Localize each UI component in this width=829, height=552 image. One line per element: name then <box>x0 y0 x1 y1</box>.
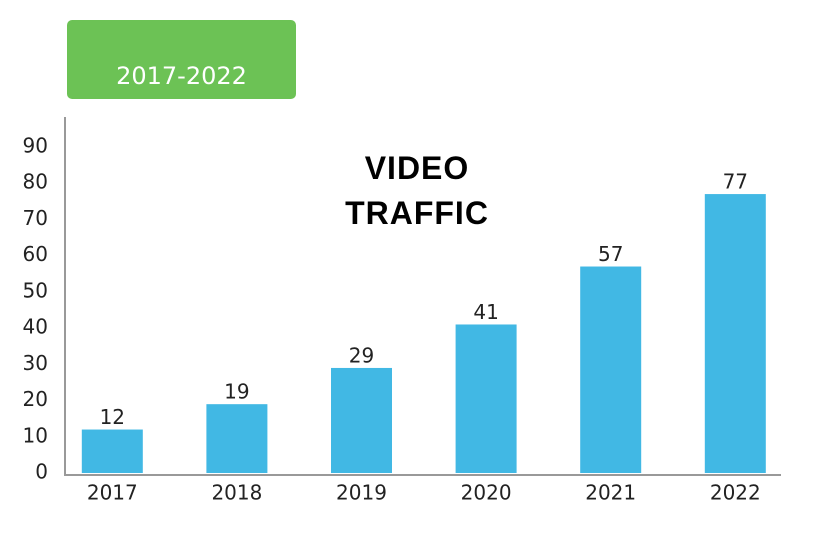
value-label: 29 <box>349 343 374 367</box>
value-label: 12 <box>100 405 125 429</box>
x-tick-label: 2021 <box>585 481 636 505</box>
y-tick-label: 40 <box>23 315 48 339</box>
value-label: 77 <box>723 170 748 194</box>
y-tick-label: 70 <box>23 206 48 230</box>
x-tick-label: 2022 <box>710 481 761 505</box>
bar <box>81 429 143 473</box>
chart-title: VIDEO TRAFFIC <box>345 150 489 231</box>
value-label: 57 <box>598 242 623 266</box>
x-tick-label: 2019 <box>336 481 387 505</box>
x-tick-label: 2017 <box>87 481 138 505</box>
y-tick-label: 90 <box>23 133 48 157</box>
bar <box>331 367 392 473</box>
bar <box>206 404 268 473</box>
x-tick-label: 2020 <box>461 481 512 505</box>
y-tick-label: 0 <box>35 460 48 484</box>
y-tick-label: 20 <box>23 387 48 411</box>
bar <box>455 324 517 473</box>
value-label: 19 <box>224 380 249 404</box>
year-range-button[interactable]: 2017-2022 <box>67 20 296 99</box>
y-tick-label: 50 <box>23 278 48 302</box>
x-tick-label: 2018 <box>211 481 262 505</box>
y-tick-label: 30 <box>23 351 48 375</box>
bar <box>704 194 766 474</box>
y-tick-label: 10 <box>23 423 48 447</box>
value-label: 41 <box>473 300 498 324</box>
bar <box>580 266 642 473</box>
y-tick-label: 80 <box>23 170 48 194</box>
y-tick-label: 60 <box>23 242 48 266</box>
